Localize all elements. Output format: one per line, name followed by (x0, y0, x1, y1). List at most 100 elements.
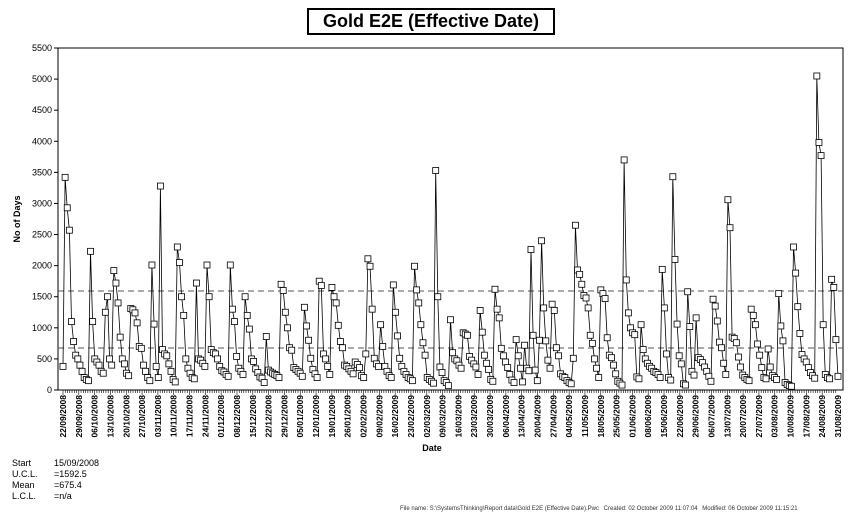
data-point (324, 362, 332, 370)
data-point (555, 352, 562, 360)
data-point (521, 341, 529, 349)
x-tick-label: 27/07/2009 (754, 395, 764, 438)
data-point (190, 375, 198, 383)
data-point (275, 374, 283, 381)
x-tick-label: 13/10/2008 (105, 395, 115, 438)
data-point (173, 243, 181, 251)
data-point (692, 314, 700, 322)
data-point (176, 259, 183, 266)
x-tick-label: 17/08/2009 (801, 395, 811, 438)
data-point (408, 377, 416, 385)
x-tick-label: 05/01/2009 (295, 395, 305, 438)
data-point (205, 293, 213, 301)
data-point (133, 319, 141, 327)
data-point (519, 378, 526, 386)
x-tick-label: 10/11/2008 (169, 395, 179, 437)
data-point (815, 139, 823, 146)
data-point (639, 346, 647, 353)
data-point (140, 361, 147, 369)
data-point (432, 167, 440, 174)
data-point (624, 309, 632, 317)
data-point (660, 304, 668, 312)
data-point (716, 338, 723, 346)
data-point (322, 355, 329, 363)
data-point (317, 282, 325, 289)
data-point (121, 360, 128, 368)
data-point (794, 303, 802, 311)
data-point (277, 280, 285, 288)
data-point (637, 321, 645, 329)
data-point (756, 351, 764, 359)
data-point (59, 362, 67, 370)
data-point (101, 308, 109, 316)
data-point (510, 379, 518, 386)
data-point (677, 360, 685, 368)
y-tick-label: 5500 (32, 43, 52, 53)
y-axis-label: No of Days (12, 195, 22, 242)
data-point (656, 374, 664, 381)
data-point (288, 346, 296, 354)
stat-lcl-value: =n/a (54, 491, 72, 501)
data-point (773, 376, 780, 383)
stat-mean-label: Mean (12, 480, 35, 490)
data-point (154, 374, 162, 381)
data-point (116, 333, 124, 341)
data-point (493, 305, 501, 313)
data-point (567, 380, 575, 388)
x-tick-label: 24/11/2008 (200, 395, 210, 437)
file-info-footer: File name: S:\SystemsThinking\Report dat… (400, 506, 801, 512)
data-point (284, 324, 291, 332)
x-axis: 22/09/2008 29/09/2008 06/10/2008 13/10/2008… (58, 390, 843, 438)
data-point (724, 196, 732, 204)
data-point (529, 331, 537, 339)
data-point (572, 221, 579, 229)
data-point (241, 293, 249, 301)
data-point (167, 367, 175, 375)
data-point (720, 359, 728, 367)
data-point (684, 288, 692, 296)
data-series (59, 72, 842, 390)
file-name: File name: S:\SystemsThinking\Report dat… (400, 506, 599, 512)
x-tick-label: 01/06/2009 (627, 395, 637, 438)
data-point (224, 372, 232, 380)
data-point (148, 261, 156, 269)
x-tick-label: 17/11/2008 (185, 395, 195, 437)
data-point (364, 255, 372, 263)
data-point (620, 156, 628, 164)
data-point (476, 307, 484, 314)
data-point (802, 358, 810, 366)
data-point (747, 305, 755, 313)
data-point (245, 325, 253, 333)
x-tick-label: 08/12/2008 (232, 395, 242, 438)
data-point (360, 374, 368, 381)
data-point (387, 374, 395, 381)
data-point (110, 267, 118, 275)
y-tick-label: 1500 (32, 292, 52, 302)
data-point (546, 364, 554, 372)
data-point (531, 366, 539, 374)
data-point (544, 356, 552, 364)
data-point (438, 369, 446, 376)
x-tick-label: 03/11/2008 (153, 395, 163, 437)
data-point (658, 265, 666, 273)
data-point (788, 382, 795, 390)
data-point (89, 318, 97, 326)
data-point (478, 328, 486, 336)
data-point (182, 355, 190, 363)
data-point (305, 336, 313, 344)
data-point (298, 372, 306, 380)
data-point (631, 331, 639, 339)
data-point (745, 377, 753, 385)
data-point (828, 275, 836, 283)
data-point (63, 204, 71, 212)
data-point (436, 363, 444, 371)
data-point (457, 364, 465, 372)
data-point (764, 345, 772, 353)
data-point (491, 285, 499, 293)
x-tick-label: 20/10/2008 (121, 395, 131, 438)
data-point (542, 337, 550, 345)
data-point (635, 375, 643, 383)
stat-ucl-value: =1592.5 (54, 469, 87, 479)
data-point (762, 375, 770, 383)
data-point (157, 182, 164, 190)
